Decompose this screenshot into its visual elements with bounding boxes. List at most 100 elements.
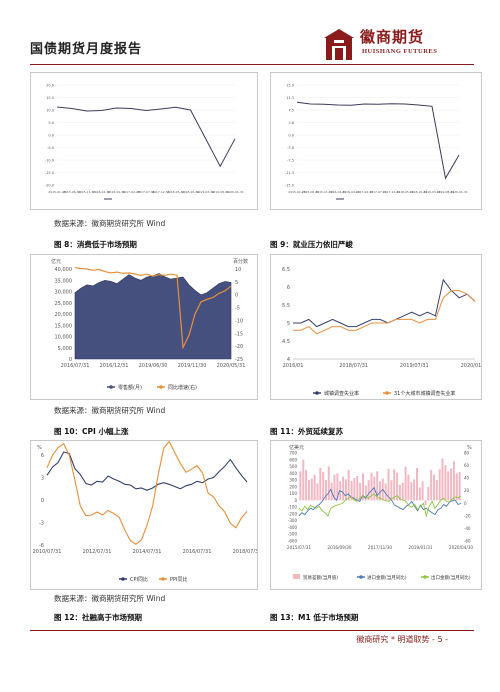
trade-balance-bar <box>350 480 353 501</box>
right-tick-label: -15 <box>235 331 243 337</box>
x-tick-label: 2016/07/31 <box>183 549 212 555</box>
y-tick-label: 0.0 <box>48 134 54 138</box>
company-logo <box>322 28 356 60</box>
unemployment-line-0 <box>293 278 476 328</box>
left-tick-label: 300 <box>289 478 297 483</box>
legend-label-1: PPI同比 <box>170 576 188 583</box>
y-tick-label: 11.3 <box>286 96 294 100</box>
right-tick-label: -20 <box>464 513 471 518</box>
x-tick-label: 2015/07/31 <box>287 545 311 550</box>
y-tick-label: 5.0 <box>48 121 54 125</box>
trade-balance-bar <box>458 472 461 501</box>
y-tick-label: 6 <box>41 453 44 459</box>
x-tick-label: 2020-01-31 <box>450 190 468 194</box>
trade-balance-bar <box>433 474 435 501</box>
legend-marker-0 <box>121 577 125 581</box>
trade-balance-bar <box>427 486 430 501</box>
legend-marker-1 <box>359 575 363 579</box>
trade-balance-bar <box>333 474 336 501</box>
trade-balance-bar <box>444 465 447 501</box>
y-tick-label: 7.5 <box>288 109 294 113</box>
trade-balance-bar <box>430 469 433 501</box>
trade-balance-bar <box>310 478 313 501</box>
x-tick-label: 2015-11-30 <box>315 190 333 194</box>
right-tick-label: 0 <box>464 501 467 506</box>
trade-balance-bar <box>421 481 424 501</box>
trade-balance-bar <box>424 500 427 506</box>
x-tick-label: 2014/07/31 <box>133 549 162 555</box>
x-tick-label: 2016-09-30 <box>108 190 126 194</box>
x-tick-label: 2015-06-30 <box>63 190 81 194</box>
x-tick-label: 2016/07/31 <box>61 363 90 369</box>
top-left-chart: 20.0 15.0 10.0 5.0 0.0 -5.0 -10.0 -15.0 -20.0 201… <box>45 84 244 200</box>
x-tick-label: 2019/07/31 <box>400 363 429 369</box>
left-tick-label: 0 <box>294 498 297 503</box>
trade-balance-bar <box>342 476 345 501</box>
trade-balance-bar <box>438 469 441 501</box>
row3-source: 数据来源：徽商期货研究所 Wind <box>54 594 166 603</box>
x-tick-label: 2019-08-31 <box>211 190 229 194</box>
series-line <box>296 101 460 180</box>
y-tick-label: 5 <box>287 321 290 327</box>
legend-marker-1 <box>385 391 389 395</box>
y-tick-label: -5.0 <box>47 146 54 150</box>
trade-balance-bar <box>390 480 393 501</box>
x-tick-label: 2017-02-28 <box>122 190 140 194</box>
y-tick-label: 5.5 <box>282 303 290 309</box>
right-tick-label: 20 <box>464 488 470 493</box>
trade-balance-bar <box>299 471 302 501</box>
figure-9-panel: 6.5 6 5.5 5 4.5 4 2016/01 2018/07/31 2019/07/31 2… <box>270 254 489 400</box>
x-tick-label: 2015-01-28 <box>288 190 306 194</box>
left-tick-label: -300 <box>288 518 298 523</box>
x-tick-label: 2016/09/30 <box>327 545 351 550</box>
y-tick-label: 4.5 <box>282 339 290 345</box>
x-tick-label: 2017-07-31 <box>137 190 155 194</box>
right-tick-label: 0 <box>235 293 238 299</box>
trade-balance-bar <box>336 473 339 501</box>
trade-balance-bar <box>325 480 327 501</box>
trade-balance-bar <box>404 466 407 501</box>
figure-8-caption: 图 8：消费低于市场预期 <box>54 240 137 249</box>
left-tick-label: 35,000 <box>55 278 73 284</box>
right-tick-label: -25 <box>235 357 243 363</box>
legend-label-0: CPI同比 <box>130 576 148 583</box>
x-tick-label: 2016-09-30 <box>342 190 360 194</box>
x-tick-label: 2018-10-31 <box>410 190 428 194</box>
trade-balance-bar <box>416 467 418 501</box>
right-unit: % <box>467 445 472 451</box>
y-tick-label: 15.0 <box>46 96 54 100</box>
trade-balance-bar <box>452 461 455 501</box>
left-tick-label: -200 <box>288 511 298 516</box>
x-tick-label: 2020-01-31 <box>226 190 244 194</box>
trade-balance-bar <box>435 480 438 501</box>
legend-marker-growth <box>159 385 163 389</box>
trade-balance-bar <box>347 469 350 501</box>
figure-10-caption: 图 10：CPI 小幅上涨 <box>54 427 129 436</box>
left-tick-label: 0 <box>69 357 72 363</box>
trade-balance-bar <box>313 474 316 501</box>
y-tick-label: -11.3 <box>285 171 294 175</box>
figure-13-caption: 图 13：M1 低于市场预期 <box>270 613 359 622</box>
footer-divider <box>30 630 474 631</box>
row1-source: 数据来源：徽商期货研究所 Wind <box>54 219 166 228</box>
right-tick-label: 80 <box>464 451 470 456</box>
trade-balance-bar <box>450 468 453 501</box>
trade-balance-bar <box>379 481 381 501</box>
trade-balance-bar <box>353 478 356 501</box>
left-tick-label: 30,000 <box>55 290 73 296</box>
y-tick-label: 6.5 <box>282 267 290 273</box>
left-unit: 亿美元 <box>289 444 304 451</box>
trade-balance-bar <box>344 479 347 501</box>
y-tick-label: 6 <box>287 285 290 291</box>
left-tick-label: 500 <box>289 464 297 469</box>
y-tick-label: -6 <box>39 543 44 549</box>
legend-marker-1 <box>161 577 165 581</box>
right-tick-label: 10 <box>235 267 241 273</box>
x-tick-label: 2017-12-31 <box>152 190 170 194</box>
y-tick-label: -15.0 <box>285 184 294 188</box>
trade-balance-bar <box>316 483 319 501</box>
trade-balance-bar <box>396 472 399 501</box>
trade-balance-bar <box>455 473 458 501</box>
legend-swatch-0 <box>293 574 300 579</box>
left-tick-label: -600 <box>288 539 298 544</box>
